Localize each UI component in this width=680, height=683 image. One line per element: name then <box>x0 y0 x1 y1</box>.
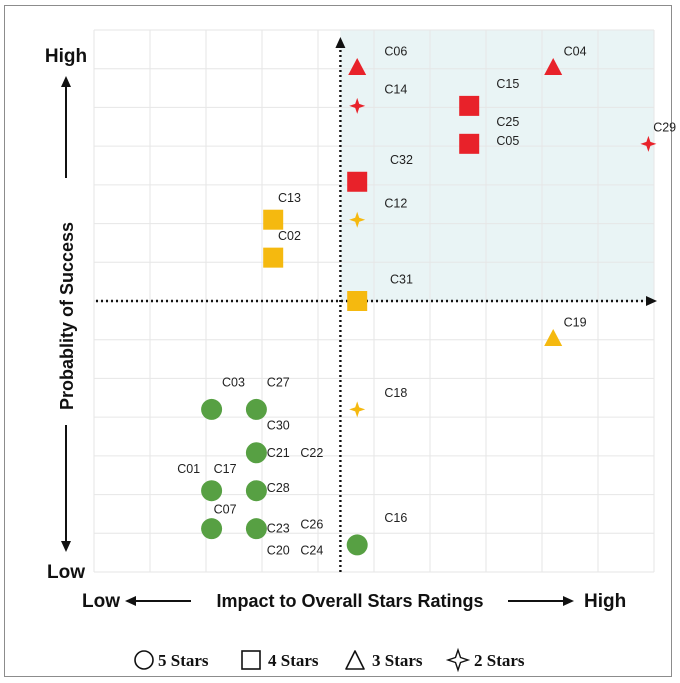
y-low-label: Low <box>47 562 85 583</box>
point-star <box>349 401 366 418</box>
x-left-arrowhead <box>125 596 136 606</box>
point-star <box>349 97 366 114</box>
point-label: C23 <box>267 522 290 536</box>
legend-square-icon <box>241 650 261 670</box>
point-circle <box>201 398 223 420</box>
point-circle <box>245 398 267 420</box>
data-points <box>201 57 657 556</box>
legend-label-2-stars: 2 Stars <box>474 651 525 670</box>
legend-label-4-stars: 4 Stars <box>268 651 319 670</box>
x-low-label: Low <box>82 591 120 612</box>
legend-circle-icon <box>134 650 154 670</box>
point-label: C29 <box>653 121 676 135</box>
point-star <box>349 211 366 228</box>
highlight-quadrant <box>340 30 654 301</box>
legend-label-5-stars: 5 Stars <box>158 651 209 670</box>
point-label: C13 <box>278 191 301 205</box>
legend-triangle-icon <box>345 650 365 670</box>
chart-frame <box>4 5 672 677</box>
point-circle <box>346 534 368 556</box>
point-label: C02 <box>278 229 301 243</box>
point-triangle <box>544 328 563 346</box>
point-star <box>640 135 657 152</box>
horizontal-divider-arrowhead <box>646 296 657 306</box>
point-square <box>459 95 480 116</box>
point-label: C27 <box>267 375 290 389</box>
point-square <box>347 291 368 311</box>
y-down-arrowhead <box>61 541 71 552</box>
point-circle <box>245 518 267 540</box>
point-label: C21 <box>267 446 290 460</box>
point-label: C24 <box>300 543 323 557</box>
y-up-arrowhead <box>61 76 71 87</box>
point-label: C19 <box>564 316 587 330</box>
legend: 5 Stars 4 Stars 3 Stars 2 Stars <box>134 647 525 673</box>
y-axis-label: Probablity of Success <box>57 222 77 410</box>
point-label: C31 <box>390 272 413 286</box>
point-square <box>347 171 368 192</box>
point-circle <box>201 518 223 540</box>
point-circle <box>245 442 267 464</box>
point-circle <box>201 480 223 502</box>
point-label: C15 <box>496 77 519 91</box>
point-label: C25 <box>496 115 519 129</box>
point-label: C17 <box>214 462 237 476</box>
point-label: C30 <box>267 419 290 433</box>
grid <box>93 29 655 573</box>
point-label: C20 <box>267 543 290 557</box>
point-label: C32 <box>390 153 413 167</box>
point-circle <box>245 480 267 502</box>
point-label: C14 <box>384 83 407 97</box>
point-label: C28 <box>267 481 290 495</box>
point-label: C12 <box>384 196 407 210</box>
x-axis-label: Impact to Overall Stars Ratings <box>216 591 483 611</box>
point-label: C06 <box>384 45 407 59</box>
point-square <box>459 133 480 154</box>
point-label: C07 <box>214 503 237 517</box>
x-high-label: High <box>584 591 626 612</box>
point-square <box>263 247 284 268</box>
point-label: C18 <box>384 386 407 400</box>
x-right-arrowhead <box>563 596 574 606</box>
point-label: C26 <box>300 517 323 531</box>
point-triangle <box>348 57 367 75</box>
y-high-label: High <box>45 46 87 67</box>
point-label: C22 <box>300 446 323 460</box>
point-label: C03 <box>222 375 245 389</box>
divider-axes <box>96 37 657 572</box>
vertical-divider-arrowhead <box>335 37 346 48</box>
point-labels: C06 C04 C14 C15 C25 C05 C29 C32 C13 C12 C02 C31 C19 C… <box>177 45 676 558</box>
point-label: C16 <box>384 511 407 525</box>
point-label: C05 <box>496 134 519 148</box>
legend-star-icon <box>445 647 471 673</box>
point-square <box>263 209 284 230</box>
point-triangle <box>544 57 563 75</box>
point-label: C04 <box>564 45 587 59</box>
point-label: C01 <box>177 462 200 476</box>
legend-label-3-stars: 3 Stars <box>372 651 423 670</box>
